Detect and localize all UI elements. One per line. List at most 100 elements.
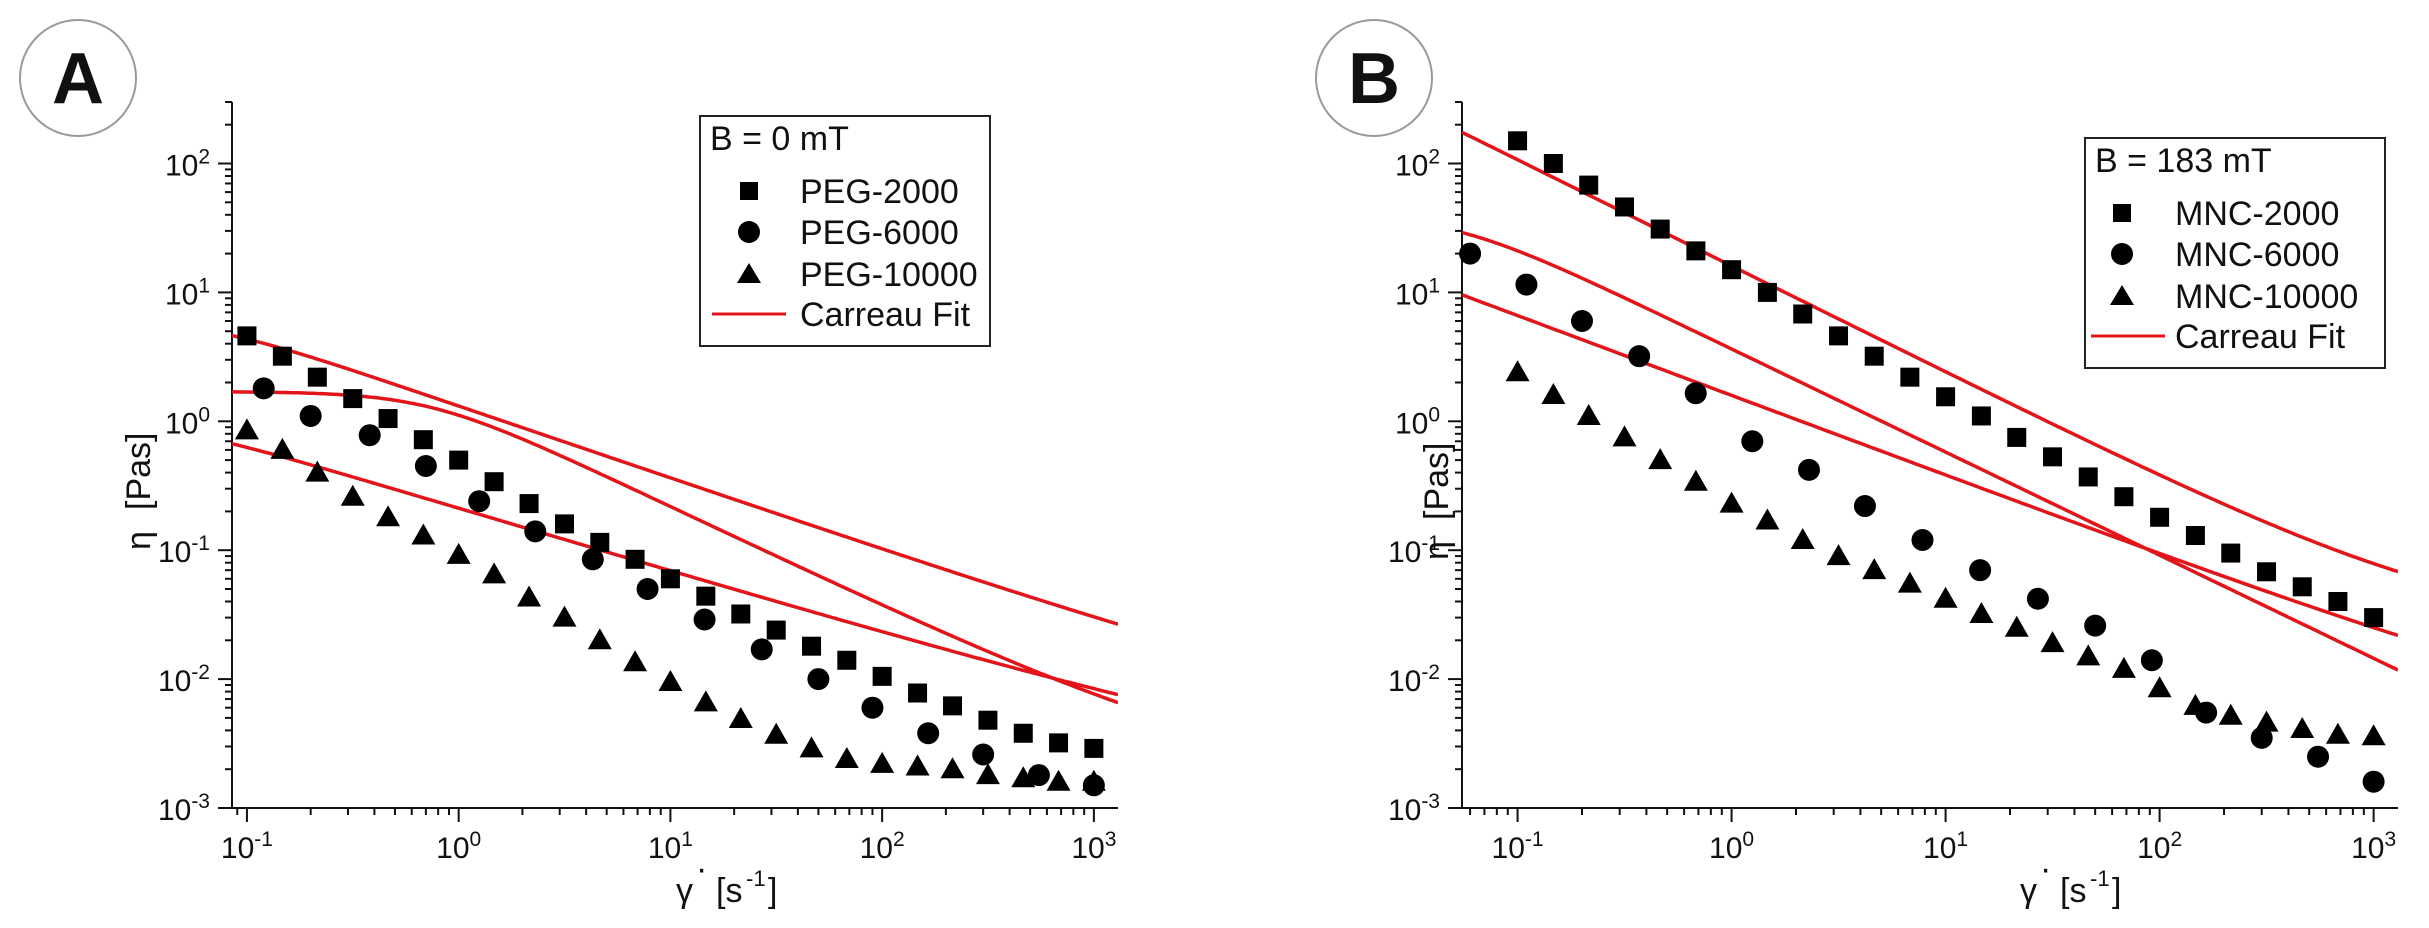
data-point-square	[1579, 175, 1599, 195]
x-tick-label: 102	[860, 828, 905, 865]
legend-circle-marker	[738, 221, 760, 243]
data-point-triangle	[2254, 710, 2279, 732]
data-point-square	[943, 696, 963, 716]
y-tick-label: 101	[1395, 274, 1440, 311]
panel-a-badge	[19, 19, 137, 137]
data-point-circle	[1853, 495, 1876, 518]
data-point-triangle	[446, 542, 471, 564]
data-point-triangle	[834, 746, 859, 768]
data-point-circle	[1911, 528, 1934, 551]
data-point-triangle	[1541, 382, 1566, 404]
data-point-circle	[1741, 430, 1764, 453]
x-label-unit: [s	[716, 872, 742, 910]
legend-label-series-3: PEG-10000	[800, 256, 978, 294]
data-point-square	[2257, 562, 2277, 582]
data-point-circle	[2362, 770, 2385, 793]
data-point-circle	[1459, 242, 1482, 265]
series-MNC-6000	[1459, 242, 2385, 793]
data-point-square	[1829, 326, 1849, 346]
y-tick-label: 102	[165, 146, 210, 183]
data-point-square	[2185, 526, 2205, 546]
data-point-circle	[2140, 649, 2163, 672]
data-point-triangle	[1576, 403, 1601, 425]
legend-triangle-marker	[737, 263, 761, 283]
data-point-triangle	[764, 722, 789, 744]
data-point-square	[378, 409, 398, 429]
data-point-square	[1615, 197, 1635, 217]
data-point-circle	[468, 490, 491, 513]
data-point-circle	[581, 548, 604, 571]
x-label-exponent: -1	[2090, 866, 2110, 891]
data-point-triangle	[940, 757, 965, 779]
data-point-square	[2292, 577, 2312, 597]
data-point-triangle	[1862, 558, 1887, 580]
carreau-fit-curve-3	[1462, 293, 2398, 638]
data-point-square	[1013, 723, 1033, 743]
x-label-exponent: -1	[746, 866, 766, 891]
x-tick-label: 103	[1071, 828, 1116, 865]
panel-a-letter: A	[52, 39, 104, 119]
y-tick-label: 10-1	[158, 532, 210, 569]
data-point-circle	[861, 696, 884, 719]
data-point-circle	[750, 638, 773, 661]
data-point-square	[802, 636, 822, 656]
data-point-triangle	[905, 754, 930, 776]
panel-a: A 10-1 100 101 102 10310-310-210-1100101102 …	[19, 19, 1118, 910]
legend-title: B = 0 mT	[710, 120, 849, 158]
data-point-triangle	[1933, 586, 1958, 608]
series-PEG-10000	[234, 418, 1106, 791]
data-point-square	[449, 450, 469, 470]
data-point-square	[1650, 219, 1670, 239]
data-point-square	[1722, 260, 1742, 280]
x-label-dot: ·	[696, 850, 707, 888]
data-point-square	[307, 367, 327, 387]
data-point-triangle	[1612, 425, 1637, 447]
data-point-square	[1971, 406, 1991, 426]
data-point-square	[2328, 591, 2348, 611]
data-point-triangle	[552, 605, 577, 627]
carreau-fit-curve-3	[232, 442, 1118, 697]
data-point-square	[837, 650, 857, 670]
x-label-symbol: γ	[2020, 872, 2037, 910]
x-label-close: ]	[768, 872, 777, 910]
data-point-triangle	[1790, 527, 1815, 549]
y-tick-label: 100	[165, 403, 210, 440]
y-tick-label: 10-3	[1388, 790, 1440, 827]
panel-a-x-axis-label: γ · [s -1 ]	[676, 850, 777, 910]
data-point-triangle	[376, 505, 401, 527]
series-MNC-2000	[1508, 131, 2384, 628]
carreau-fit-curve-1	[232, 333, 1118, 626]
series-PEG-6000	[252, 377, 1105, 797]
data-point-circle	[299, 404, 322, 427]
data-point-circle	[917, 722, 940, 745]
legend-title: B = 183 mT	[2095, 142, 2272, 180]
data-point-square	[1757, 282, 1777, 302]
panel-b: B 10-1 100 101 102 10310-310-210-1100101102 …	[1315, 19, 2398, 910]
panel-b-badge	[1315, 19, 1433, 137]
data-point-circle	[1027, 764, 1050, 787]
y-tick-label: 100	[1395, 403, 1440, 440]
data-point-triangle	[870, 751, 895, 773]
x-tick-label: 103	[2351, 828, 2396, 865]
data-point-triangle	[2004, 615, 2029, 637]
x-tick-label: 101	[648, 828, 693, 865]
carreau-fit-group	[232, 333, 1118, 705]
x-label-unit: [s	[2060, 872, 2086, 910]
data-point-square	[590, 532, 610, 552]
data-point-square	[696, 586, 716, 606]
y-tick-label: 102	[1395, 146, 1440, 183]
data-point-square	[2078, 467, 2098, 487]
data-point-square	[872, 666, 892, 686]
y-tick-label: 10-2	[1388, 661, 1440, 698]
data-point-triangle	[2076, 644, 2101, 666]
data-point-triangle	[2218, 703, 2243, 725]
data-point-circle	[524, 520, 547, 543]
data-point-triangle	[587, 628, 612, 650]
legend-label-fit: Carreau Fit	[800, 296, 971, 334]
data-point-square	[2043, 447, 2063, 467]
x-tick-label: 100	[1709, 828, 1754, 865]
data-point-circle	[636, 578, 659, 601]
series-PEG-2000	[237, 326, 1104, 758]
data-point-triangle	[1969, 601, 1994, 623]
